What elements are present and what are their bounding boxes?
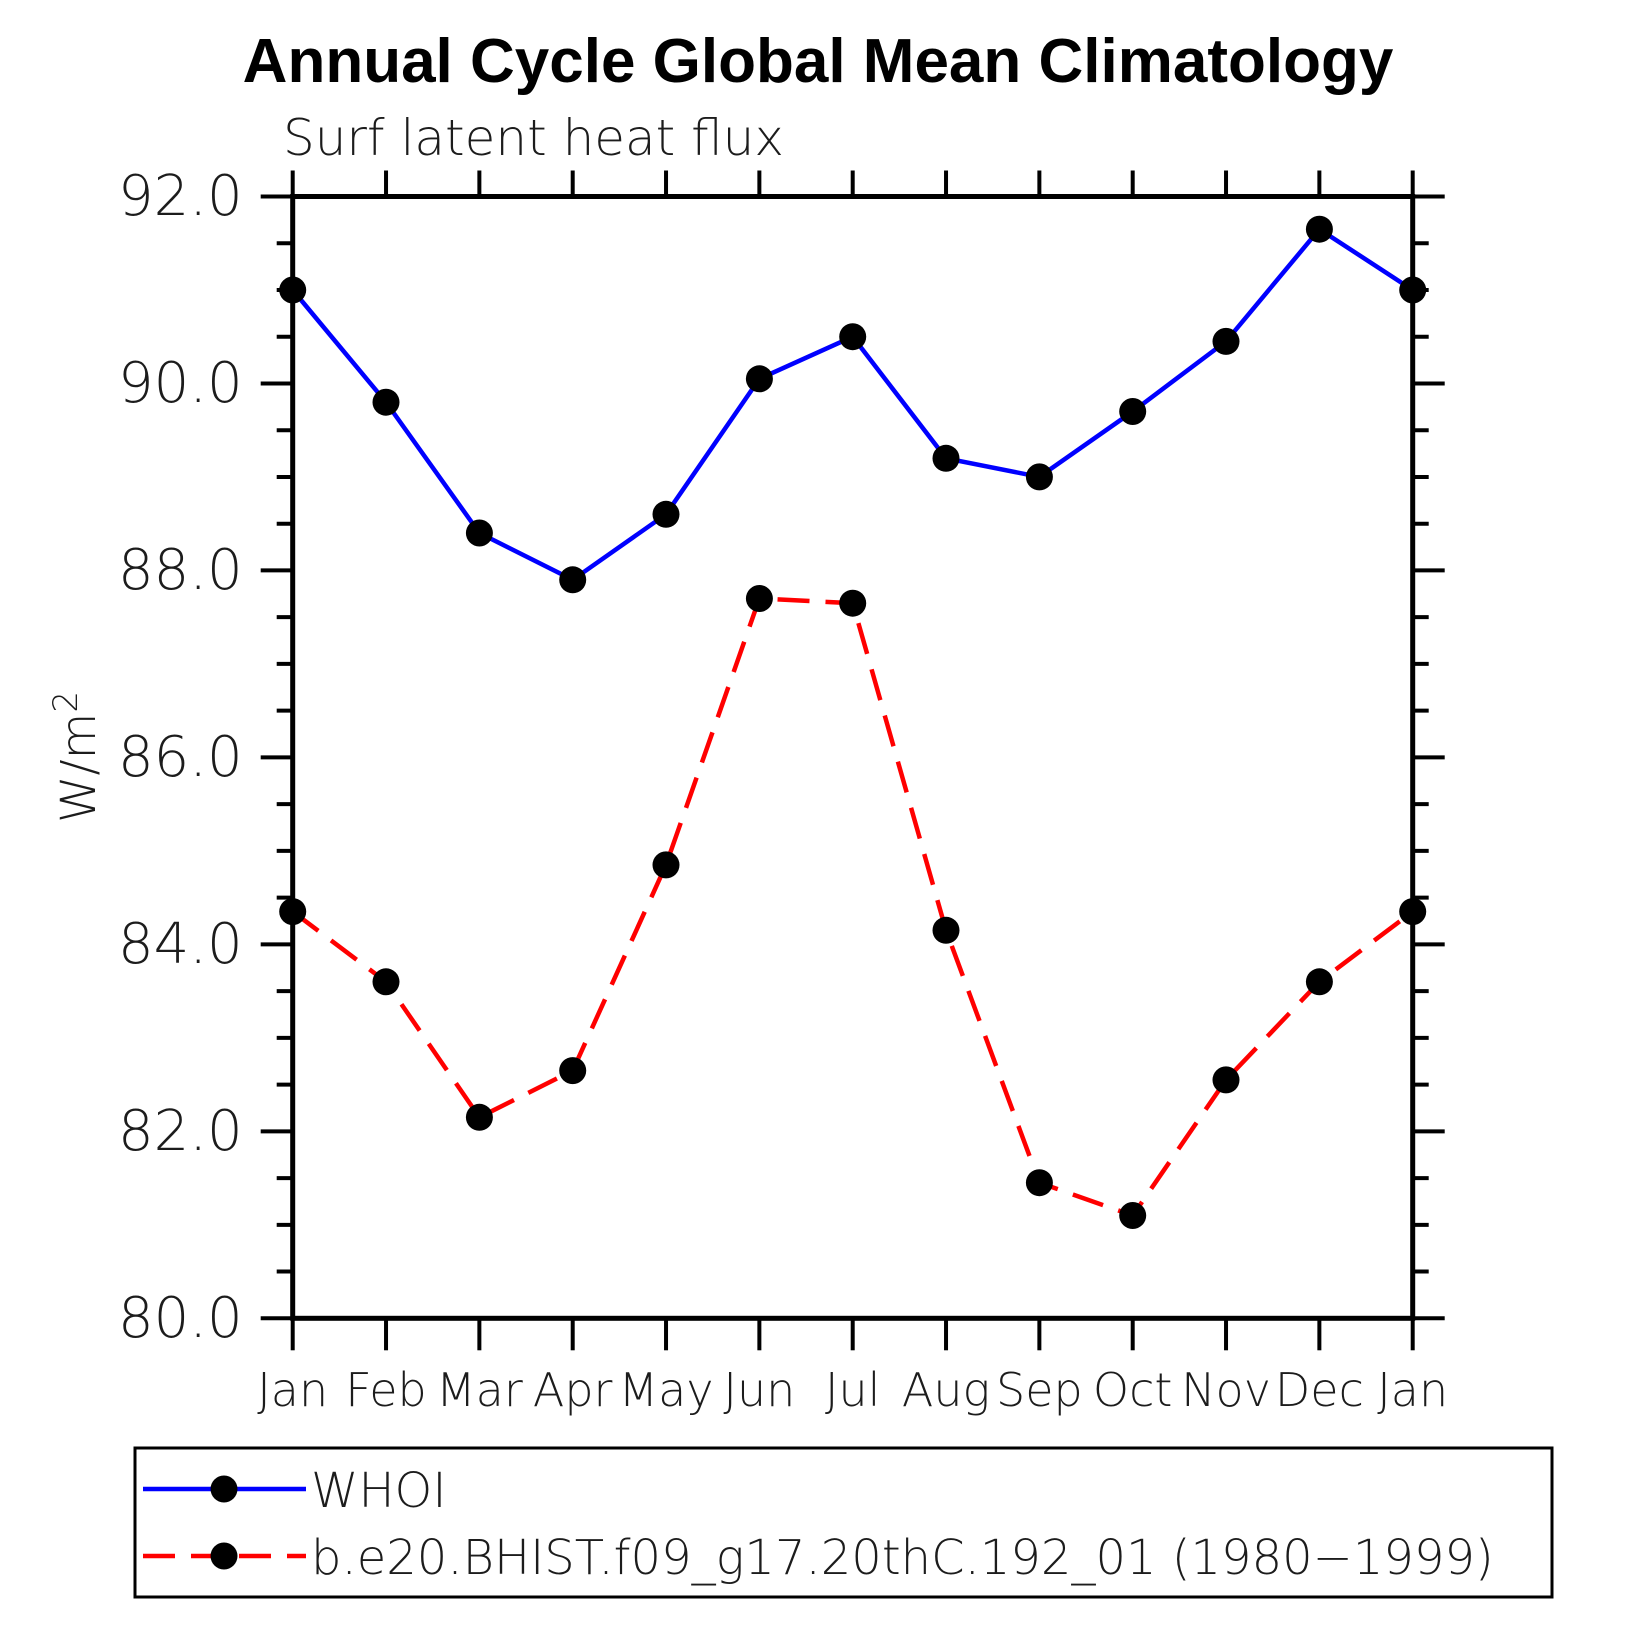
x-tick-label: Apr xyxy=(533,1363,613,1417)
data-point-s0-Oct xyxy=(1119,398,1147,425)
axes-layer xyxy=(260,170,1445,1351)
legend-marker-1 xyxy=(210,1542,238,1570)
y-tick-label: 80.0 xyxy=(118,1286,243,1351)
y-axis-label: W/m2 xyxy=(46,691,107,823)
series-line-1 xyxy=(291,596,1415,1219)
data-point-s0-Apr xyxy=(559,566,587,594)
x-tick-label: Jul xyxy=(825,1363,881,1417)
chart-subtitle: Surf latent heat flux xyxy=(283,109,784,167)
legend-layer: WHOI b.e20.BHIST.f09_g17.20thC.192_01 (19… xyxy=(133,1446,1554,1599)
data-point-s0-Sep xyxy=(1025,463,1053,491)
legend-box xyxy=(133,1446,1554,1599)
plot-frame xyxy=(290,194,1416,1321)
data-point-s1-May xyxy=(652,851,680,879)
x-tick-label: Aug xyxy=(902,1363,990,1417)
x-tick-label: May xyxy=(618,1363,713,1417)
legend-label-0: WHOI xyxy=(311,1463,447,1519)
data-point-s0-Feb xyxy=(372,388,400,416)
data-point-s1-Jan xyxy=(1399,898,1427,926)
data-point-s0-Dec xyxy=(1305,215,1333,243)
legend-label-1: b.e20.BHIST.f09_g17.20thC.192_01 (1980−1… xyxy=(311,1530,1494,1586)
data-point-s1-Mar xyxy=(465,1103,493,1131)
x-tick-label: Jun xyxy=(723,1363,795,1417)
x-tick-label: Jan xyxy=(1377,1363,1448,1417)
data-point-s1-Sep xyxy=(1025,1169,1053,1197)
data-point-s1-Apr xyxy=(559,1057,587,1085)
data-point-s1-Dec xyxy=(1305,968,1333,996)
y-tick-label: 90.0 xyxy=(118,351,243,416)
data-point-s1-Nov xyxy=(1212,1066,1240,1094)
data-point-s0-Nov xyxy=(1212,327,1240,355)
y-tick-label: 88.0 xyxy=(118,538,243,603)
data-point-s0-Aug xyxy=(932,444,960,472)
y-tick-label: 84.0 xyxy=(118,912,243,977)
y-tick-label: 86.0 xyxy=(118,725,243,790)
x-tick-label: Sep xyxy=(996,1363,1083,1417)
x-tick-label: Feb xyxy=(345,1363,426,1417)
data-point-s0-Jul xyxy=(839,323,867,351)
data-point-s1-Jun xyxy=(745,585,773,612)
data-point-s0-Jun xyxy=(745,365,773,393)
data-point-s1-Aug xyxy=(932,916,960,944)
data-point-s0-Jan xyxy=(1399,276,1427,304)
x-tick-label: Dec xyxy=(1275,1363,1364,1417)
data-point-s1-Feb xyxy=(372,968,400,996)
chart-title: Annual Cycle Global Mean Climatology xyxy=(243,27,1394,96)
y-tick-label: 92.0 xyxy=(118,164,243,229)
x-tick-label: Jan xyxy=(257,1363,328,1417)
legend-marker-0 xyxy=(210,1475,238,1503)
data-point-s0-May xyxy=(652,500,680,528)
y-tick-label: 82.0 xyxy=(118,1099,243,1164)
labels-layer: 80.0 82.0 84.0 86.0 88.0 90.0 92.0 Jan Feb Mar Apr… xyxy=(46,164,1448,1417)
data-point-s1-Jan xyxy=(279,898,307,926)
x-tick-label: Oct xyxy=(1093,1363,1173,1417)
x-tick-label: Mar xyxy=(436,1363,523,1417)
data-point-s0-Jan xyxy=(279,276,307,304)
series-layer xyxy=(279,215,1427,1229)
series-line-0 xyxy=(290,226,1414,583)
data-point-s0-Mar xyxy=(465,519,493,547)
x-tick-label: Nov xyxy=(1181,1363,1271,1417)
data-point-s1-Oct xyxy=(1119,1202,1147,1229)
data-point-s1-Jul xyxy=(839,589,867,617)
